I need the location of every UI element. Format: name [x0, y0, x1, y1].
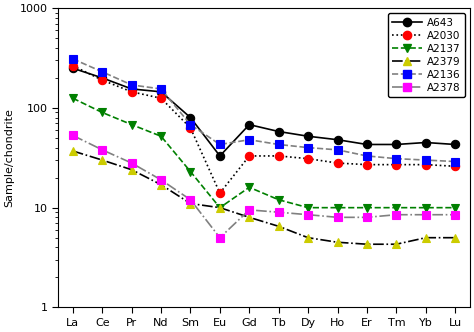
A2137 — [246, 185, 252, 189]
A2378 — [364, 215, 370, 219]
A2379 — [246, 215, 252, 219]
A2378 — [452, 213, 458, 217]
A2378 — [276, 210, 282, 214]
A2137 — [364, 206, 370, 210]
A2136 — [158, 87, 164, 91]
A2379 — [158, 183, 164, 187]
Line: A2379: A2379 — [69, 147, 459, 248]
A2136 — [423, 158, 428, 162]
A2030 — [158, 96, 164, 100]
A2379 — [70, 149, 76, 153]
A2136 — [452, 160, 458, 164]
A2136 — [393, 157, 399, 161]
Legend: A643, A2030, A2137, A2379, A2136, A2378: A643, A2030, A2137, A2379, A2136, A2378 — [388, 13, 465, 97]
A2136 — [246, 138, 252, 142]
A2137 — [158, 134, 164, 138]
A2030 — [452, 164, 458, 168]
Line: A2137: A2137 — [69, 94, 459, 212]
A2030 — [188, 126, 193, 130]
A2137 — [423, 206, 428, 210]
A2137 — [129, 123, 135, 126]
A2378 — [129, 161, 135, 165]
A2030 — [276, 154, 282, 158]
A2378 — [70, 133, 76, 137]
A2379 — [100, 158, 105, 162]
A643 — [393, 142, 399, 146]
A2030 — [217, 191, 223, 195]
Line: A2030: A2030 — [69, 61, 459, 197]
A2137 — [70, 96, 76, 100]
A643 — [188, 116, 193, 120]
A643 — [158, 90, 164, 94]
A643 — [364, 142, 370, 146]
A2030 — [305, 157, 311, 161]
A2137 — [217, 206, 223, 210]
A2030 — [335, 161, 340, 165]
A2379 — [335, 240, 340, 244]
A2378 — [393, 213, 399, 217]
A643 — [276, 129, 282, 133]
A2378 — [100, 148, 105, 152]
A2030 — [246, 154, 252, 158]
A2378 — [305, 213, 311, 217]
A643 — [452, 142, 458, 146]
A2379 — [188, 202, 193, 206]
A2137 — [188, 170, 193, 174]
A2379 — [276, 224, 282, 228]
A2379 — [217, 206, 223, 210]
A2030 — [393, 163, 399, 167]
A2379 — [393, 242, 399, 246]
Line: A2378: A2378 — [69, 131, 459, 242]
A2378 — [217, 236, 223, 240]
A2136 — [100, 70, 105, 74]
A2136 — [276, 142, 282, 146]
A2378 — [188, 198, 193, 202]
A643 — [70, 66, 76, 70]
A2137 — [305, 206, 311, 210]
A643 — [246, 123, 252, 126]
Line: A2136: A2136 — [69, 55, 459, 166]
A643 — [217, 154, 223, 158]
A2137 — [452, 206, 458, 210]
A2137 — [335, 206, 340, 210]
A2379 — [305, 236, 311, 240]
A2030 — [70, 64, 76, 68]
A2378 — [423, 213, 428, 217]
A2379 — [129, 168, 135, 172]
A643 — [335, 138, 340, 142]
A2136 — [129, 83, 135, 87]
A2378 — [158, 178, 164, 182]
Y-axis label: Sample/chondrite: Sample/chondrite — [4, 108, 14, 207]
A2136 — [364, 154, 370, 158]
A643 — [423, 140, 428, 144]
A2379 — [452, 236, 458, 240]
A2379 — [423, 236, 428, 240]
A2379 — [364, 242, 370, 246]
A2136 — [188, 123, 193, 126]
A2137 — [100, 111, 105, 115]
A2030 — [129, 90, 135, 94]
A2136 — [335, 148, 340, 152]
A2030 — [423, 163, 428, 167]
A2136 — [217, 142, 223, 146]
A2030 — [364, 163, 370, 167]
A2378 — [335, 215, 340, 219]
A2136 — [70, 57, 76, 61]
A2137 — [393, 206, 399, 210]
A643 — [305, 134, 311, 138]
A2137 — [276, 198, 282, 202]
A2030 — [100, 78, 105, 82]
A2136 — [305, 146, 311, 150]
A643 — [129, 87, 135, 91]
A643 — [100, 76, 105, 80]
Line: A643: A643 — [69, 64, 459, 160]
A2378 — [246, 208, 252, 212]
